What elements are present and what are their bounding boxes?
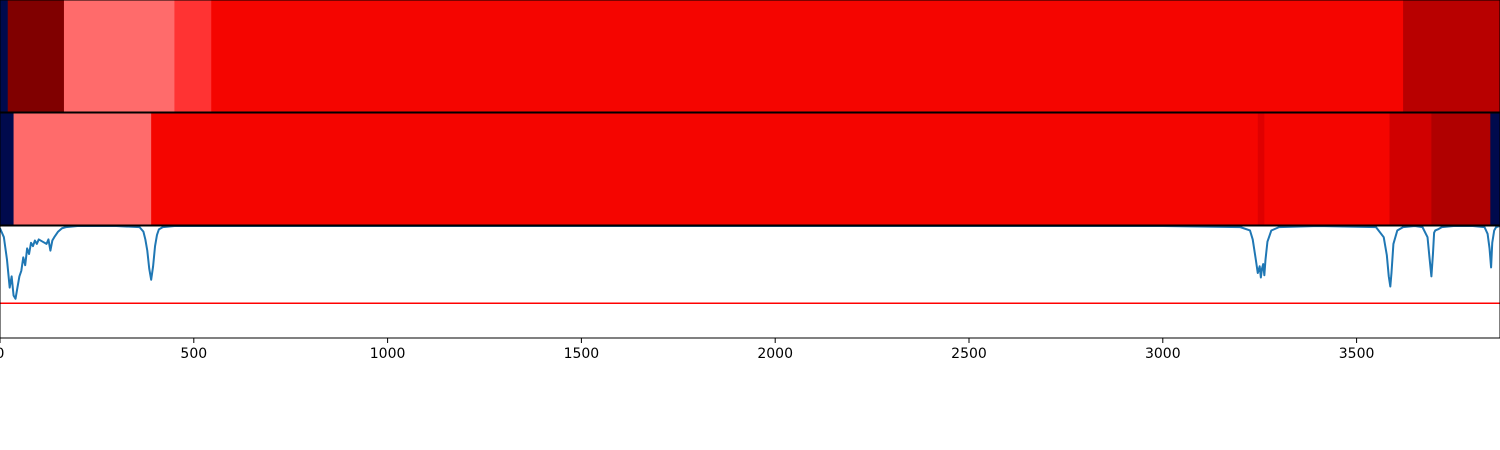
series-line xyxy=(0,226,1500,300)
heatmap-top xyxy=(0,0,1500,112)
heatmap-top-cell-3 xyxy=(174,0,212,112)
heatmap-middle xyxy=(0,113,1500,225)
line-plot-area xyxy=(0,226,1500,305)
x-tick-label-3500: 3500 xyxy=(1339,346,1375,362)
x-tick-label-1500: 1500 xyxy=(564,346,600,362)
x-tick-label-2000: 2000 xyxy=(757,346,793,362)
heatmap-middle-cell-1 xyxy=(13,113,152,225)
heatmap-middle-cell-5 xyxy=(1389,113,1432,225)
x-tick-label-1000: 1000 xyxy=(370,346,406,362)
heatmap-top-cell-2 xyxy=(63,0,175,112)
heatmap-top-cell-0 xyxy=(0,0,9,112)
heatmap-top-frame xyxy=(0,0,1500,113)
heatmap-middle-cell-7 xyxy=(1490,113,1500,225)
heatmap-middle-cell-3 xyxy=(1257,113,1265,225)
heatmap-middle-frame xyxy=(0,112,1500,226)
heatmap-top-cell-4 xyxy=(211,0,1404,112)
x-tick-label-500: 500 xyxy=(180,346,207,362)
heatmap-middle-cell-2 xyxy=(151,113,1259,225)
heatmap-top-cell-5 xyxy=(1403,0,1500,112)
heatmap-middle-cell-6 xyxy=(1431,113,1491,225)
line-plot: 0 500 1000 1500 2000 2500 3000 3500 xyxy=(0,225,1500,362)
line-plot-frame xyxy=(0,225,1500,339)
heatmap-middle-cell-4 xyxy=(1264,113,1391,225)
x-tick-label-0: 0 xyxy=(0,346,4,362)
heatmap-middle-cell-0 xyxy=(0,113,15,225)
heatmap-top-cell-1 xyxy=(7,0,65,112)
x-tick-label-3000: 3000 xyxy=(1145,346,1181,362)
x-axis: 0 500 1000 1500 2000 2500 3000 3500 xyxy=(0,338,1374,362)
x-tick-label-2500: 2500 xyxy=(951,346,987,362)
